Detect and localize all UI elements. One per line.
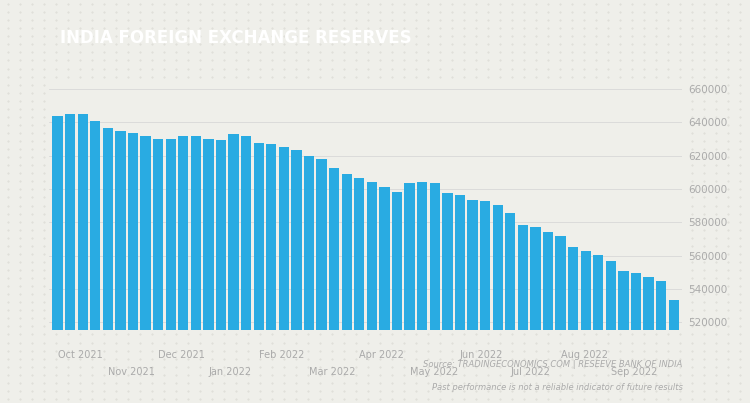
Bar [254,143,264,403]
Text: Source: TRADINGECONOMICS.COM | RESEEVE BANK OF INDIA: Source: TRADINGECONOMICS.COM | RESEEVE B… [423,360,682,369]
Text: Feb 2022: Feb 2022 [259,350,304,360]
Bar [631,273,641,403]
Text: Dec 2021: Dec 2021 [158,350,205,360]
Bar [77,114,88,403]
Text: Jun 2022: Jun 2022 [460,350,503,360]
Text: Jul 2022: Jul 2022 [510,367,550,376]
Bar [203,139,214,403]
Bar [304,156,314,403]
Bar [316,160,327,403]
Text: Past performance is not a reliable indicator of future results: Past performance is not a reliable indic… [432,383,682,392]
Bar [354,178,364,403]
Text: Jan 2022: Jan 2022 [209,367,251,376]
Bar [467,200,478,403]
Bar [128,133,138,403]
Bar [103,127,113,403]
Bar [606,260,616,403]
Bar [190,136,201,403]
Bar [341,174,352,403]
Bar [380,187,390,403]
Bar [518,225,528,403]
Bar [618,271,628,403]
Bar [65,114,75,403]
Text: Mar 2022: Mar 2022 [309,367,356,376]
Text: INDIA FOREIGN EXCHANGE RESERVES: INDIA FOREIGN EXCHANGE RESERVES [60,29,411,47]
Bar [229,134,238,403]
Bar [568,247,578,403]
Bar [555,236,566,403]
Text: Oct 2021: Oct 2021 [58,350,102,360]
Bar [90,120,101,403]
Bar [417,182,428,403]
Bar [454,195,465,403]
Bar [480,201,490,403]
Bar [668,300,679,403]
Bar [530,227,541,403]
Text: Aug 2022: Aug 2022 [560,350,608,360]
Text: Sep 2022: Sep 2022 [610,367,657,376]
Text: May 2022: May 2022 [410,367,458,376]
Text: Nov 2021: Nov 2021 [108,367,154,376]
Bar [593,255,604,403]
Bar [116,131,125,403]
Bar [543,233,553,403]
Bar [53,116,63,403]
Bar [430,183,440,403]
Bar [241,136,251,403]
Bar [656,281,666,403]
Bar [279,147,289,403]
Bar [644,277,654,403]
Bar [442,193,452,403]
Bar [266,144,277,403]
Bar [178,136,188,403]
Bar [153,139,164,403]
Bar [580,251,591,403]
Bar [493,205,502,403]
Bar [404,183,415,403]
Bar [392,191,402,403]
Bar [505,213,515,403]
Text: Apr 2022: Apr 2022 [359,350,404,360]
Bar [329,168,339,403]
Bar [367,182,377,403]
Bar [166,139,176,403]
Bar [291,150,302,403]
Bar [216,140,226,403]
Bar [140,136,151,403]
